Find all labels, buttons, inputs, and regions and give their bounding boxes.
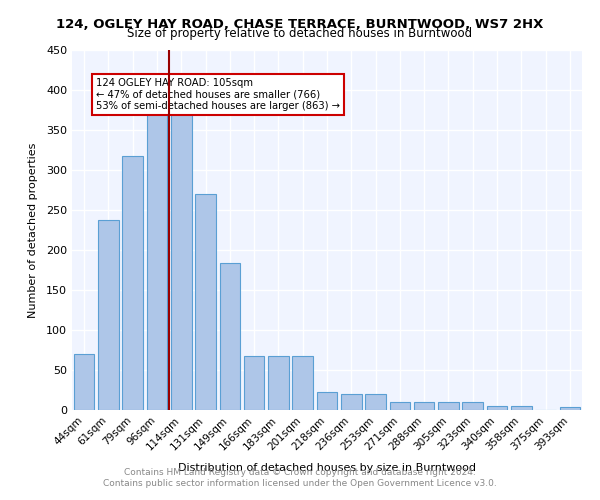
Y-axis label: Number of detached properties: Number of detached properties	[28, 142, 38, 318]
Bar	[292, 356, 313, 410]
Bar	[220, 263, 240, 410]
Text: 124, OGLEY HAY ROAD, CHASE TERRACE, BURNTWOOD, WS7 2HX: 124, OGLEY HAY ROAD, CHASE TERRACE, BURN…	[56, 18, 544, 30]
Bar	[195, 194, 216, 410]
Bar	[268, 356, 289, 410]
Bar	[341, 394, 362, 410]
Bar	[438, 402, 459, 410]
Text: Contains HM Land Registry data © Crown copyright and database right 2024.
Contai: Contains HM Land Registry data © Crown c…	[103, 468, 497, 487]
Bar	[122, 156, 143, 410]
Bar	[560, 407, 580, 410]
X-axis label: Distribution of detached houses by size in Burntwood: Distribution of detached houses by size …	[178, 463, 476, 473]
Bar	[511, 406, 532, 410]
Bar	[74, 354, 94, 410]
Bar	[487, 406, 508, 410]
Bar	[389, 402, 410, 410]
Bar	[463, 402, 483, 410]
Bar	[98, 220, 119, 410]
Bar	[365, 394, 386, 410]
Text: 124 OGLEY HAY ROAD: 105sqm
← 47% of detached houses are smaller (766)
53% of sem: 124 OGLEY HAY ROAD: 105sqm ← 47% of deta…	[96, 78, 340, 111]
Bar	[317, 392, 337, 410]
Bar	[244, 356, 265, 410]
Bar	[414, 402, 434, 410]
Bar	[146, 114, 167, 410]
Bar	[171, 114, 191, 410]
Text: Size of property relative to detached houses in Burntwood: Size of property relative to detached ho…	[127, 28, 473, 40]
